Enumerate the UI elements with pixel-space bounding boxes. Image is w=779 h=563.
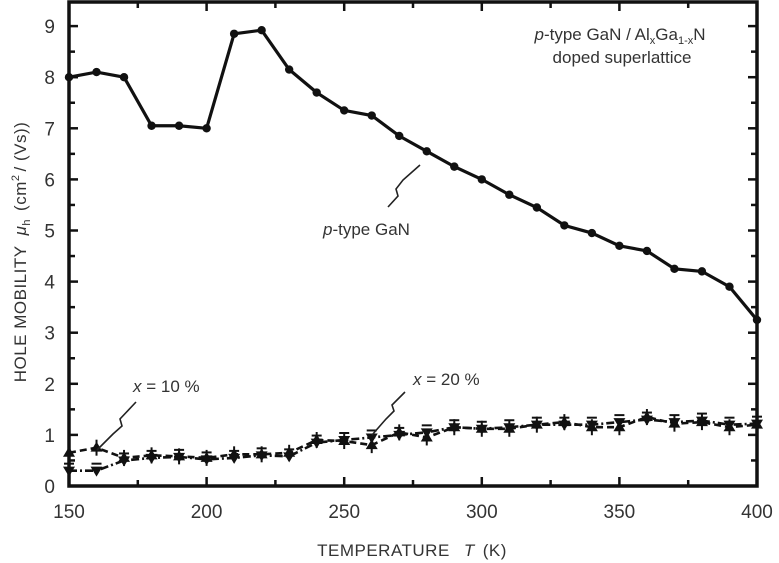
- data-point: [174, 121, 184, 130]
- y-tick-label: 2: [44, 375, 55, 396]
- figure-annotation-title: p-type GaN / AlxGa1-xN: [533, 25, 705, 47]
- data-point: [532, 203, 542, 212]
- data-point: [393, 430, 406, 441]
- x10-series-label: x = 10 %: [132, 377, 200, 396]
- data-point: [615, 241, 624, 251]
- data-point: [422, 147, 431, 156]
- y-tick-label: 4: [44, 273, 55, 294]
- y-axis-title: HOLE MOBILITYμh(cm2/ (Vs)): [10, 122, 33, 383]
- data-point: [585, 420, 598, 431]
- y-tick-label: 6: [44, 170, 55, 191]
- data-series: [63, 25, 763, 477]
- data-point: [119, 73, 129, 82]
- data-point: [92, 67, 101, 77]
- data-point: [145, 453, 158, 464]
- y-tick-label: 1: [44, 426, 55, 447]
- data-point: [668, 418, 681, 429]
- gan-label-leader: [387, 164, 421, 208]
- x-tick-label: 350: [604, 502, 636, 523]
- data-point: [723, 420, 736, 431]
- x-tick-label: 200: [191, 502, 223, 523]
- data-point: [395, 131, 404, 141]
- y-tick-label: 7: [44, 119, 55, 140]
- data-point: [228, 453, 241, 464]
- data-point: [229, 29, 239, 38]
- data-point: [202, 124, 211, 133]
- y-tick-label: 5: [44, 222, 55, 243]
- data-point: [312, 88, 321, 97]
- y-tick-label: 9: [44, 17, 55, 38]
- series-line-1: [68, 415, 758, 460]
- data-point: [365, 433, 378, 444]
- x-tick-label: 400: [741, 502, 773, 523]
- x20-series-label: x = 20 %: [412, 370, 480, 389]
- y-tick-label: 8: [44, 68, 55, 89]
- plot-frame: [67, 0, 759, 488]
- gan-series-label: p-type GaN: [322, 220, 410, 239]
- data-point: [450, 162, 459, 171]
- y-tick-label: 3: [44, 324, 55, 345]
- data-point: [670, 264, 679, 274]
- x-tick-label: 300: [466, 502, 498, 523]
- data-point: [560, 221, 569, 230]
- data-point: [475, 424, 488, 435]
- data-point: [640, 415, 653, 426]
- data-point: [310, 438, 323, 449]
- data-point: [90, 466, 103, 477]
- data-point: [725, 282, 734, 291]
- data-point: [558, 420, 571, 431]
- data-point: [255, 451, 268, 462]
- data-point: [505, 190, 514, 199]
- data-point: [338, 436, 351, 447]
- data-point: [118, 456, 131, 467]
- x-axis-title: TEMPERATURE T (K): [317, 541, 507, 560]
- data-point: [284, 65, 294, 74]
- x-tick-label: 150: [53, 502, 85, 523]
- data-point: [340, 106, 349, 115]
- x-tick-label: 250: [328, 502, 360, 523]
- data-point: [283, 452, 296, 463]
- series-line-0: [68, 28, 759, 321]
- data-point: [587, 228, 597, 238]
- y-tick-label: 0: [44, 477, 55, 498]
- data-point: [613, 418, 626, 429]
- data-point: [695, 416, 708, 427]
- data-point: [147, 121, 156, 130]
- data-point: [200, 455, 213, 466]
- series-line-2: [69, 418, 758, 472]
- data-point: [173, 452, 186, 463]
- x20-label-leader: [371, 391, 406, 436]
- data-point: [642, 246, 652, 256]
- axis-ticks: 150 200 250 300 350 400 0 1 2 3 4 5 6 7 8 9: [44, 2, 773, 523]
- data-point: [367, 111, 376, 120]
- x10-label-leader: [96, 401, 137, 451]
- data-point: [697, 267, 707, 276]
- data-point: [477, 175, 486, 184]
- data-point: [503, 423, 516, 434]
- data-point: [448, 423, 461, 434]
- data-point: [420, 428, 433, 439]
- data-point: [257, 25, 266, 35]
- figure-annotation-subtitle: doped superlattice: [553, 48, 692, 67]
- data-point: [530, 420, 543, 431]
